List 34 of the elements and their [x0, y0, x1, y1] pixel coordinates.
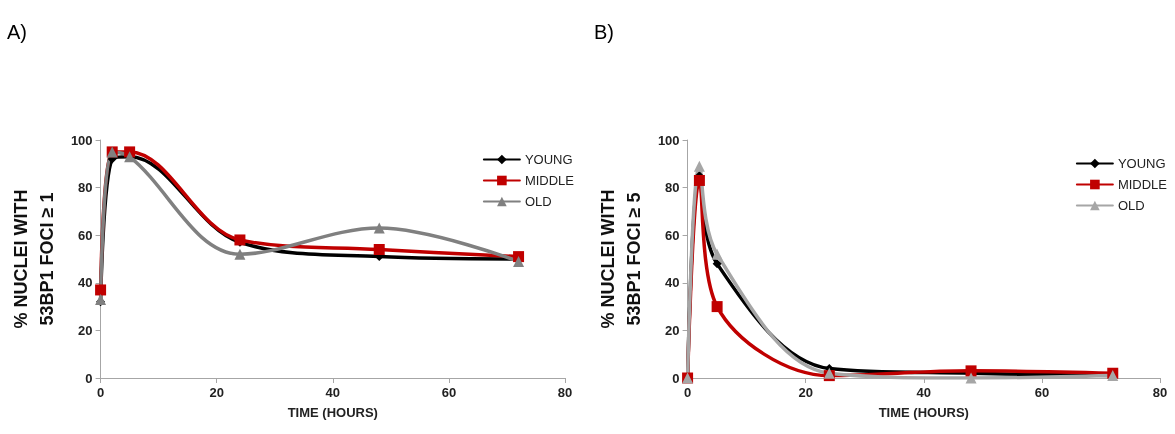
- chart-title: B): [594, 21, 614, 43]
- y-tick-label: 100: [657, 132, 680, 148]
- x-tick-label: 0: [96, 385, 105, 400]
- y-tick-label: 40: [665, 275, 680, 291]
- legend-label: OLD: [1117, 198, 1145, 213]
- y-tick-label: 60: [665, 227, 680, 243]
- x-axis-title: TIME (HOURS): [878, 405, 969, 420]
- legend-label: YOUNG: [524, 152, 573, 167]
- y-tick-label: 100: [70, 132, 93, 148]
- x-tick-label: 20: [798, 385, 813, 400]
- y-axis-title: % NUCLEI WITH 53BP1 FOCI ≥ 1: [11, 189, 57, 329]
- y-tick-label: 40: [78, 275, 93, 291]
- y-axis-title: % NUCLEI WITH 53BP1 FOCI ≥ 5: [598, 189, 644, 329]
- y-tick-label: 60: [78, 227, 93, 243]
- legend-label: OLD: [524, 194, 552, 209]
- x-tick-label: 80: [1152, 385, 1168, 400]
- chart-title: A): [7, 21, 27, 43]
- y-tick-label: 20: [78, 322, 93, 338]
- y-tick-label: 0: [85, 370, 93, 386]
- x-tick-label: 60: [441, 385, 457, 400]
- x-tick-label: 40: [325, 385, 341, 400]
- x-tick-label: 40: [916, 385, 932, 400]
- legend-label: MIDDLE: [524, 173, 575, 188]
- y-tick-label: 0: [672, 370, 680, 386]
- legend-label: YOUNG: [1117, 156, 1166, 171]
- y-tick-label: 80: [665, 180, 680, 196]
- x-tick-label: 0: [683, 385, 692, 400]
- x-axis-title: TIME (HOURS): [287, 405, 378, 420]
- legend-label: MIDDLE: [1117, 177, 1168, 192]
- x-tick-label: 60: [1034, 385, 1050, 400]
- x-tick-label: 20: [209, 385, 224, 400]
- x-tick-label: 80: [557, 385, 573, 400]
- y-tick-label: 80: [78, 180, 93, 196]
- y-tick-label: 20: [665, 322, 680, 338]
